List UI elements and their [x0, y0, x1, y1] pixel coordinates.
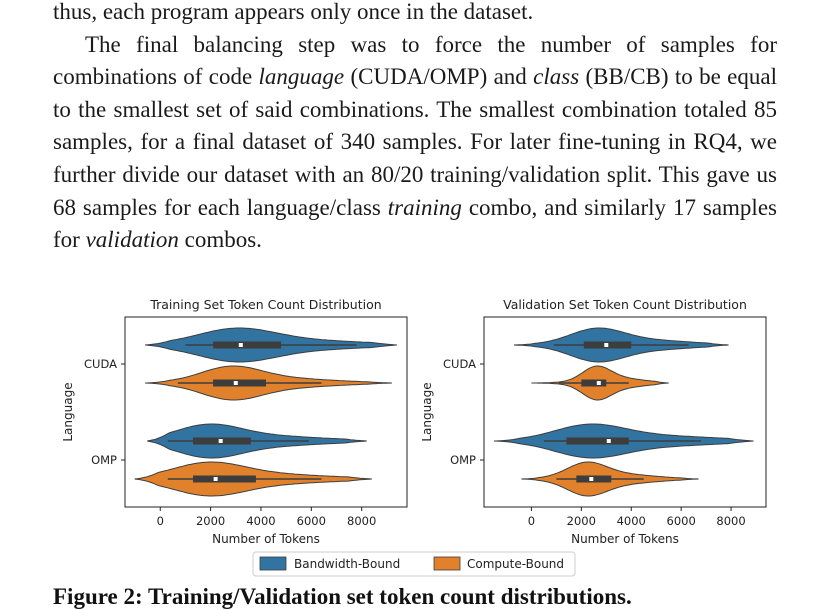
legend: Bandwidth-Bound Compute-Bound — [252, 551, 576, 577]
median-marker — [238, 343, 243, 347]
y-tick-label: OMP — [450, 453, 476, 467]
legend-swatch-0 — [259, 556, 287, 571]
plot-frame — [483, 316, 767, 508]
p2-text-c: (BB/CB) to be equal to the smallest set … — [53, 64, 777, 220]
median-marker — [213, 477, 218, 481]
x-tick-label: 4000 — [246, 514, 275, 528]
y-axis-label: Language — [420, 382, 434, 441]
x-tick-label: 8000 — [347, 514, 376, 528]
iqr-box — [566, 437, 629, 445]
figure-caption: Figure 2: Training/Validation set token … — [53, 584, 632, 609]
y-tick-label: CUDA — [84, 357, 117, 371]
paragraph-2: The final balancing step was to force th… — [53, 29, 777, 257]
median-marker — [606, 439, 611, 443]
x-tick-label: 6000 — [297, 514, 326, 528]
y-axis-label: Language — [61, 382, 75, 441]
x-tick-label: 6000 — [667, 514, 696, 528]
iqr-box — [213, 379, 266, 387]
median-marker — [604, 343, 609, 347]
median-marker — [218, 439, 223, 443]
y-tick-label: CUDA — [443, 357, 476, 371]
chart-title: Training Set Token Count Distribution — [149, 297, 381, 312]
p2-text-d: combo, and similarly 17 samples for — [53, 194, 777, 253]
plot-frame — [124, 316, 408, 508]
p2-class-term: class — [533, 64, 580, 90]
x-tick-label: 0 — [157, 514, 164, 528]
validation-violin-plot: Validation Set Token Count Distribution 0… — [420, 297, 767, 546]
iqr-box — [213, 341, 282, 349]
body-text: thus, each program appears only once in … — [53, 0, 777, 257]
training-violin-plot: Training Set Token Count Distribution 0 20… — [61, 297, 408, 546]
legend-label-0: Bandwidth-Bound — [294, 557, 400, 571]
iqr-box — [576, 475, 612, 483]
chart-title: Validation Set Token Count Distribution — [503, 297, 747, 312]
legend-label-1: Compute-Bound — [467, 557, 564, 571]
iqr-box — [581, 379, 607, 387]
median-marker — [233, 381, 238, 385]
p2-text-b: (CUDA/OMP) and — [344, 64, 534, 90]
p2-language-term: language — [258, 64, 345, 90]
median-marker — [589, 477, 594, 481]
paragraph-1: thus, each program appears only once in … — [53, 0, 534, 24]
x-tick-label: 0 — [528, 514, 535, 528]
iqr-box — [192, 475, 256, 483]
p2-text-e: combos. — [178, 227, 262, 253]
x-axis-label: Number of Tokens — [571, 532, 679, 546]
x-tick-label: 8000 — [716, 514, 745, 528]
p2-training-term: training — [387, 194, 462, 220]
y-tick-label: OMP — [91, 453, 117, 467]
legend-frame — [252, 551, 576, 577]
x-tick-label: 2000 — [567, 514, 596, 528]
p2-text-a: The final balancing step was to force th… — [53, 31, 777, 90]
x-axis-label: Number of Tokens — [212, 532, 320, 546]
legend-swatch-1 — [433, 556, 461, 571]
p2-validation-term: validation — [85, 227, 179, 253]
x-tick-label: 4000 — [617, 514, 646, 528]
x-tick-label: 2000 — [196, 514, 225, 528]
median-marker — [596, 381, 601, 385]
